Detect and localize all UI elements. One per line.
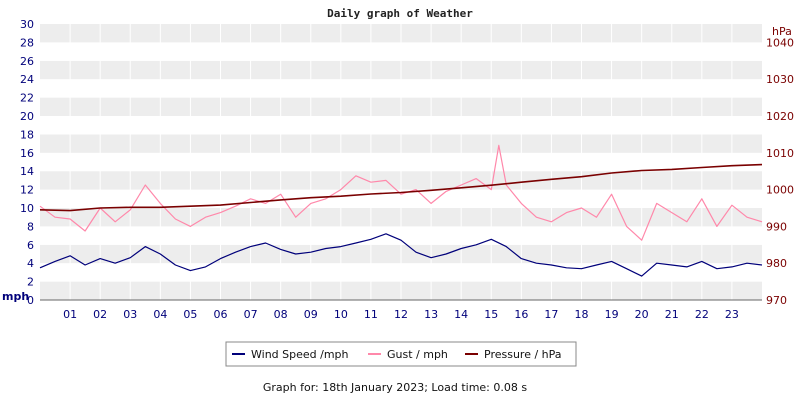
left-tick-label: 8 [27,220,34,233]
x-tick-label: 20 [635,308,649,321]
right-axis-ticks: 970 980 990 1000 1010 1020 1030 1040 [766,36,794,307]
x-tick-label: 21 [665,308,679,321]
right-tick-label: 990 [766,220,787,233]
left-tick-label: 26 [20,55,34,68]
x-tick-label: 13 [424,308,438,321]
pressure-line [39,163,763,212]
x-tick-label: 15 [484,308,498,321]
left-tick-label: 4 [27,257,34,270]
legend-label-pressure: Pressure / hPa [484,348,562,361]
left-unit-label: mph [2,290,29,303]
right-tick-label: 1040 [766,36,794,49]
x-tick-label: 14 [454,308,468,321]
left-tick-label: 0 [27,294,34,307]
x-tick-label: 22 [695,308,709,321]
right-tick-label: 1010 [766,147,794,160]
x-tick-label: 18 [575,308,589,321]
legend-label-wind: Wind Speed /mph [251,348,349,361]
wind-speed-line [39,233,763,277]
x-tick-label: 16 [514,308,528,321]
right-tick-label: 1020 [766,110,794,123]
left-tick-label: 12 [20,184,34,197]
x-tick-label: 09 [304,308,318,321]
left-tick-label: 30 [20,18,34,31]
left-tick-label: 22 [20,92,34,105]
x-tick-label: 04 [153,308,167,321]
left-tick-label: 16 [20,147,34,160]
x-tick-label: 06 [214,308,228,321]
x-tick-label: 11 [364,308,378,321]
x-tick-label: 23 [725,308,739,321]
left-tick-label: 18 [20,128,34,141]
x-axis-ticks: 01 02 03 04 05 06 07 08 09 10 11 12 13 14 15 16 17 18 19 20… [63,308,739,321]
right-tick-label: 980 [766,257,787,270]
x-tick-label: 08 [274,308,288,321]
footer-text: Graph for: 18th January 2023; Load time:… [263,381,527,394]
legend-label-gust: Gust / mph [387,348,448,361]
chart-title: Daily graph of Weather [327,7,473,20]
right-tick-label: 1030 [766,73,794,86]
x-tick-label: 01 [63,308,77,321]
x-tick-label: 10 [334,308,348,321]
series-lines [39,144,763,277]
right-tick-label: 1000 [766,184,794,197]
left-tick-label: 2 [27,276,34,289]
left-tick-label: 6 [27,239,34,252]
x-tick-label: 12 [394,308,408,321]
x-tick-label: 17 [544,308,558,321]
x-tick-label: 02 [93,308,107,321]
x-tick-label: 19 [605,308,619,321]
x-tick-label: 07 [244,308,258,321]
x-tick-label: 05 [183,308,197,321]
left-tick-label: 10 [20,202,34,215]
x-tick-label: 03 [123,308,137,321]
grid-bands [40,24,762,300]
left-tick-label: 28 [20,36,34,49]
left-tick-label: 14 [20,165,34,178]
right-tick-label: 970 [766,294,787,307]
legend-box [225,341,577,367]
left-tick-label: 20 [20,110,34,123]
right-unit-label: hPa [772,25,792,38]
legend: Wind Speed /mph Gust / mph Pressure / hP… [225,341,577,367]
left-tick-label: 24 [20,73,34,86]
